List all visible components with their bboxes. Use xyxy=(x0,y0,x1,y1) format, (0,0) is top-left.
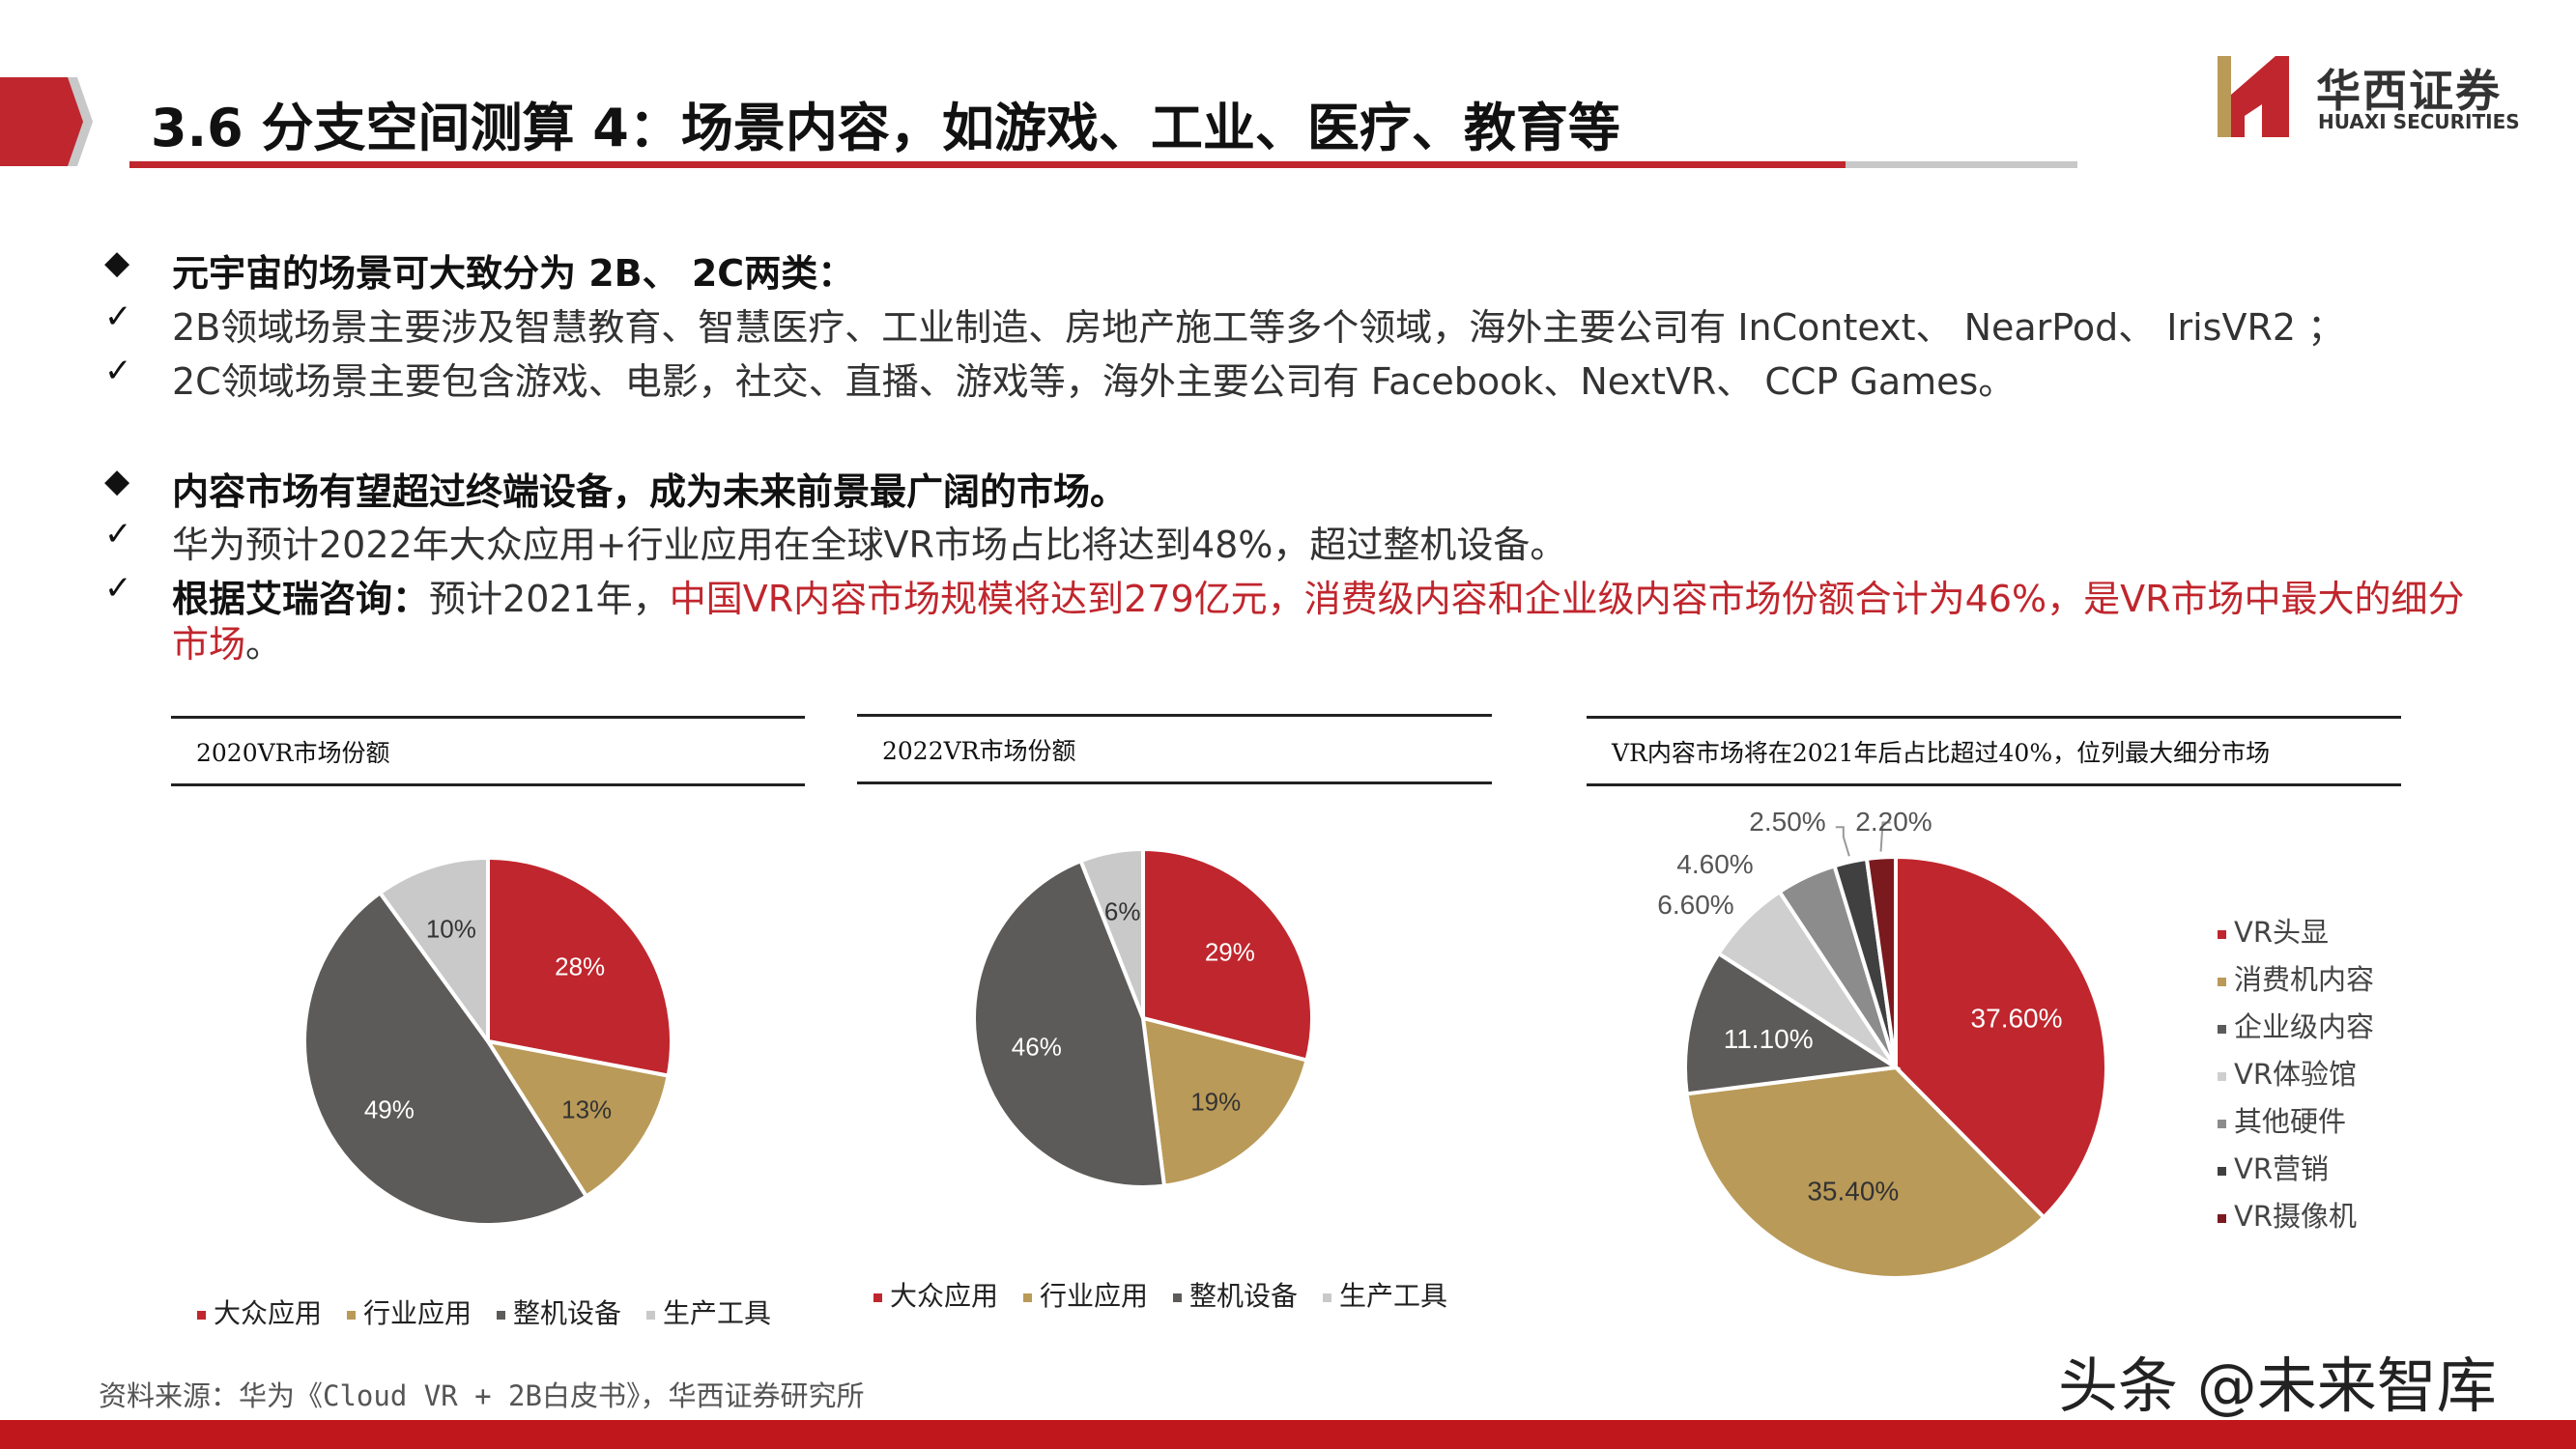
logo-mark-icon xyxy=(2218,56,2289,137)
chart-2-legend: 大众应用 行业应用 整机设备 生产工具 xyxy=(873,1275,1447,1314)
data-label: 6.60% xyxy=(1657,890,1733,920)
legend-item: 生产工具 xyxy=(1323,1275,1447,1314)
bullet-2-sub-2: 根据艾瑞咨询：预计2021年，中国VR内容市场规模将达到279亿元，消费级内容和… xyxy=(172,569,2465,622)
pie-slice xyxy=(1864,854,1898,1068)
watermark: 头条 @未来智库 xyxy=(2058,1350,2497,1421)
text: 。 xyxy=(245,623,283,666)
chart-3-title: VR内容市场将在2021年后占比超过40%，位列最大细分市场 xyxy=(1587,716,2401,786)
pie-slice xyxy=(1683,951,1902,1096)
title-arrow-icon xyxy=(0,77,93,166)
chart-2-title: 2022VR市场份额 xyxy=(857,714,1492,784)
pie-slice xyxy=(1140,1015,1309,1188)
bottom-bar xyxy=(0,1420,2576,1449)
legend-item: 行业应用 xyxy=(1023,1275,1148,1314)
check-icon: ✓ xyxy=(104,569,132,608)
data-label: 37.60% xyxy=(1971,1004,2063,1034)
leader-line xyxy=(1879,821,1891,852)
title-underline-gray xyxy=(1846,161,2077,168)
page-title: 3.6 分支空间测算 4：场景内容，如游戏、工业、医疗、教育等 xyxy=(151,98,1620,158)
data-label: 11.10% xyxy=(1724,1024,1814,1054)
legend-item: 大众应用 xyxy=(873,1275,998,1314)
data-label: 13% xyxy=(561,1094,612,1123)
check-icon: ✓ xyxy=(104,352,132,390)
pie-slice xyxy=(486,855,673,1078)
legend-item: 整机设备 xyxy=(497,1293,621,1331)
chart-3-legend: VR头显 消费机内容 企业级内容 VR体验馆 其他硬件 VR营销 VR摄像机 xyxy=(2218,910,2374,1241)
pie-slice xyxy=(972,858,1167,1189)
pie-slice xyxy=(1077,846,1145,1019)
data-label: 2.50% xyxy=(1749,807,1825,837)
data-label: 28% xyxy=(555,952,605,980)
legend-item: 整机设备 xyxy=(1173,1275,1298,1314)
title-underline xyxy=(129,161,1846,168)
chart-1-legend: 大众应用 行业应用 整机设备 生产工具 xyxy=(197,1293,771,1331)
data-label: 35.40% xyxy=(1807,1177,1899,1207)
bullet-2-sub-1: 华为预计2022年大众应用+行业应用在全球VR市场占比将达到48%，超过整机设备… xyxy=(172,524,1567,566)
legend-item: 企业级内容 xyxy=(2218,1005,2374,1052)
bullet-1-sub-1: 2B领域场景主要涉及智慧教育、智慧医疗、工业制造、房地产施工等多个领域，海外主要… xyxy=(172,306,2345,349)
bullet-2-sub-2-cont: 市场。 xyxy=(172,614,282,668)
legend-item: 行业应用 xyxy=(347,1293,472,1331)
bullet-1: 元宇宙的场景可大致分为 2B、 2C两类： xyxy=(172,252,855,295)
source-prefix: 根据艾瑞咨询： xyxy=(172,578,430,620)
logo-text-en: HUAXI SECURITIES xyxy=(2318,110,2520,133)
highlight-text: 市场 xyxy=(172,623,246,666)
source-note: 资料来源：华为《Cloud VR + 2B白皮书》，华西证券研究所 xyxy=(99,1379,865,1412)
data-label: 46% xyxy=(1012,1032,1062,1061)
legend-item: VR营销 xyxy=(2218,1147,2374,1194)
highlight-text: 中国VR内容市场规模将达到279亿元，消费级内容和企业级内容市场份额合计为46%… xyxy=(669,578,2465,620)
data-label: 49% xyxy=(364,1094,415,1123)
bullet-2: 内容市场有望超过终端设备，成为未来前景最广阔的市场。 xyxy=(172,470,1128,513)
check-icon: ✓ xyxy=(104,515,132,554)
data-label: 4.60% xyxy=(1676,849,1753,879)
legend-item: VR头显 xyxy=(2218,910,2374,957)
diamond-bullet-icon: ◆ xyxy=(104,462,130,500)
pie-slice xyxy=(302,890,589,1227)
check-icon: ✓ xyxy=(104,298,132,336)
legend-item: 其他硬件 xyxy=(2218,1099,2374,1147)
pie-slice xyxy=(483,1038,671,1200)
diamond-bullet-icon: ◆ xyxy=(104,243,130,282)
data-label: 6% xyxy=(1104,896,1141,925)
logo-text-cn: 华西证券 xyxy=(2316,65,2502,117)
legend-item: VR体验馆 xyxy=(2218,1052,2374,1099)
pie-slice xyxy=(1684,1065,2047,1280)
huaxi-logo: 华西证券 HUAXI SECURITIES xyxy=(2218,56,2536,137)
data-label: 19% xyxy=(1190,1087,1241,1116)
data-label: 2.20% xyxy=(1855,807,1932,837)
leader-line xyxy=(1835,826,1850,857)
pie-slice xyxy=(1894,854,2108,1220)
legend-item: 消费机内容 xyxy=(2218,957,2374,1005)
text: 预计2021年， xyxy=(429,578,670,620)
bullet-1-sub-2: 2C领域场景主要包含游戏、电影，社交、直播、游戏等，海外主要公司有 Facebo… xyxy=(172,360,2016,403)
data-label: 29% xyxy=(1205,937,1255,966)
legend-item: 大众应用 xyxy=(197,1293,322,1331)
legend-item: 生产工具 xyxy=(646,1293,771,1331)
legend-item: VR摄像机 xyxy=(2218,1194,2374,1241)
chart-1-title: 2020VR市场份额 xyxy=(171,716,805,786)
pie-slice xyxy=(377,855,490,1048)
data-label: 10% xyxy=(426,915,476,944)
pie-slice xyxy=(1141,846,1314,1063)
